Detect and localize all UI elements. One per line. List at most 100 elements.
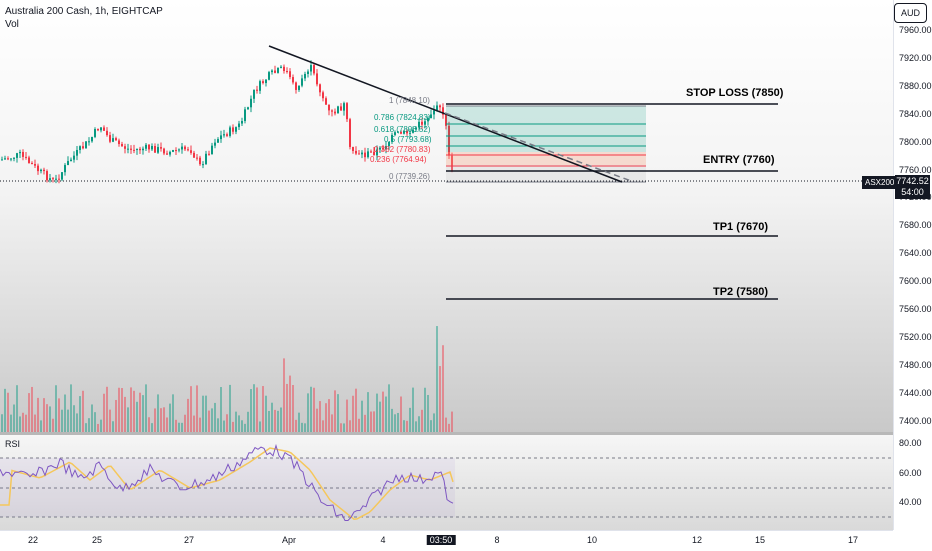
stop-loss-label[interactable]: STOP LOSS (7850) (686, 87, 784, 99)
fib-label-0786: 0.786 (7824.83) (374, 113, 431, 122)
volume-bar (55, 385, 57, 432)
rsi-tick: 60.00 (899, 468, 922, 478)
candle-body (91, 136, 93, 142)
volume-bar (43, 398, 45, 432)
candle-body (439, 105, 441, 108)
candle-body (130, 148, 132, 150)
volume-bar (331, 414, 333, 432)
volume-bar (4, 388, 6, 432)
volume-bar (283, 358, 285, 432)
volume-bar (370, 411, 372, 432)
candle-body (382, 147, 384, 150)
volume-legend[interactable]: Vol (5, 19, 19, 30)
volume-bar (364, 414, 366, 432)
volume-bar (163, 407, 165, 432)
candle-body (229, 127, 231, 136)
candle-body (379, 147, 381, 150)
candle-body (328, 104, 330, 111)
candle-body (25, 156, 27, 158)
price-tick: 7640.00 (899, 248, 932, 258)
volume-bar (340, 423, 342, 432)
volume-bar (436, 326, 438, 432)
volume-bar (412, 387, 414, 432)
candle-body (124, 146, 126, 149)
main-chart-pane[interactable] (0, 0, 893, 432)
volume-bar (127, 407, 129, 432)
tp2-label[interactable]: TP2 (7580) (713, 286, 769, 298)
candle-body (442, 107, 444, 115)
volume-bar (259, 421, 261, 432)
volume-bar (424, 387, 426, 432)
candle-body (121, 144, 123, 147)
trendline[interactable] (268, 45, 623, 183)
volume-bar (151, 423, 153, 432)
candle-body (238, 123, 240, 128)
candle-body (436, 105, 438, 111)
price-tick: 7880.00 (899, 81, 932, 91)
volume-bar (142, 395, 144, 432)
volume-bars (1, 326, 453, 432)
candle-body (22, 151, 24, 157)
volume-bar (286, 383, 288, 432)
symbol-title[interactable]: Australia 200 Cash, 1h, EIGHTCAP (5, 6, 163, 17)
pane-separator[interactable] (0, 432, 932, 435)
candle-body (292, 77, 294, 83)
volume-bar (247, 411, 249, 432)
volume-bar (94, 412, 96, 432)
candle-body (100, 127, 102, 131)
candle-body (265, 79, 267, 84)
candle-body (427, 118, 429, 122)
candle-body (139, 148, 141, 151)
volume-bar (310, 386, 312, 432)
rsi-pane[interactable] (0, 435, 893, 530)
volume-bar (445, 417, 447, 432)
candles (1, 60, 453, 184)
volume-bar (292, 385, 294, 432)
volume-bar (145, 384, 147, 432)
volume-bar (355, 388, 357, 432)
volume-bar (28, 393, 30, 432)
candle-body (331, 110, 333, 112)
volume-bar (148, 417, 150, 432)
volume-bar (178, 422, 180, 432)
volume-bar (226, 414, 228, 432)
volume-bar (1, 414, 3, 432)
candle-body (109, 135, 111, 142)
volume-bar (193, 415, 195, 432)
volume-bar (112, 421, 114, 432)
volume-bar (289, 375, 291, 432)
projected-trendline[interactable] (444, 112, 635, 183)
currency-button[interactable]: AUD (894, 3, 927, 23)
volume-bar (307, 393, 309, 432)
fib-retracement[interactable] (446, 105, 646, 183)
volume-bar (451, 411, 453, 432)
candle-body (421, 121, 423, 125)
candle-body (175, 150, 177, 152)
volume-bar (97, 423, 99, 432)
rsi-legend[interactable]: RSI (5, 439, 21, 449)
entry-label[interactable]: ENTRY (7760) (703, 154, 775, 166)
candle-body (277, 67, 279, 73)
candle-body (31, 163, 33, 165)
volume-bar (49, 406, 51, 432)
tp1-label[interactable]: TP1 (7670) (713, 221, 769, 233)
volume-bar (214, 402, 216, 432)
chart-legend[interactable]: Australia 200 Cash, 1h, EIGHTCAP Vol (5, 5, 163, 31)
volume-bar (241, 420, 243, 432)
volume-bar (22, 412, 24, 432)
candle-body (73, 155, 75, 160)
candle-body (40, 169, 42, 172)
candle-body (268, 72, 270, 80)
candle-body (310, 65, 312, 72)
candle-body (226, 134, 228, 136)
candle-body (148, 144, 150, 150)
volume-bar (421, 409, 423, 432)
candle-body (424, 121, 426, 125)
volume-bar (298, 412, 300, 432)
price-scale[interactable] (893, 0, 932, 530)
candle-body (160, 147, 162, 149)
bar-countdown: 54:00 (901, 187, 924, 197)
candle-body (61, 172, 63, 180)
candle-body (394, 132, 396, 135)
volume-bar (337, 394, 339, 432)
